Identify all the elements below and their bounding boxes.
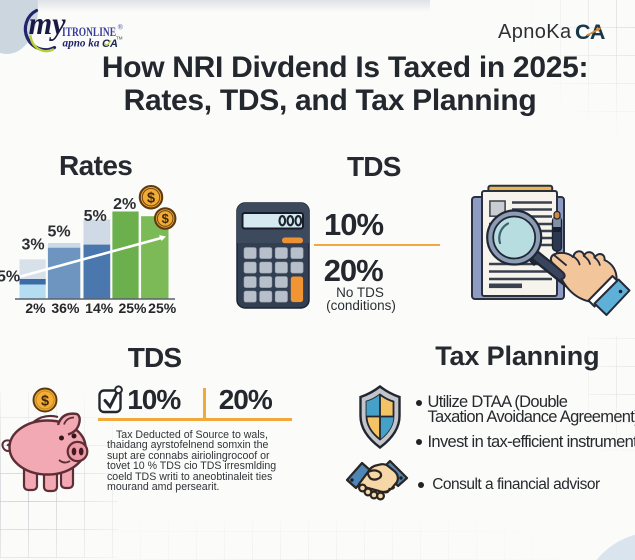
svg-text:14%: 14% <box>85 300 114 316</box>
svg-text:®: ® <box>118 23 124 32</box>
svg-text:3%: 3% <box>21 236 44 253</box>
svg-text:CA: CA <box>575 20 605 44</box>
svg-text:25%: 25% <box>148 300 177 316</box>
svg-text:my: my <box>29 6 67 41</box>
svg-text:apno ka: apno ka <box>63 38 100 50</box>
svg-text:2%: 2% <box>25 300 46 316</box>
svg-text:2%: 2% <box>113 196 136 213</box>
svg-text:5%: 5% <box>47 224 70 241</box>
svg-text:$: $ <box>162 211 170 226</box>
svg-text:ITRONLINE: ITRONLINE <box>62 25 116 39</box>
svg-text:5%: 5% <box>0 268 20 285</box>
svg-text:$: $ <box>147 191 155 207</box>
svg-text:TM: TM <box>116 36 123 41</box>
svg-text:5%: 5% <box>84 208 107 225</box>
svg-text:36%: 36% <box>51 300 80 316</box>
svg-text:25%: 25% <box>118 300 147 316</box>
svg-text:CA: CA <box>102 38 118 50</box>
svg-text:$: $ <box>41 393 49 409</box>
